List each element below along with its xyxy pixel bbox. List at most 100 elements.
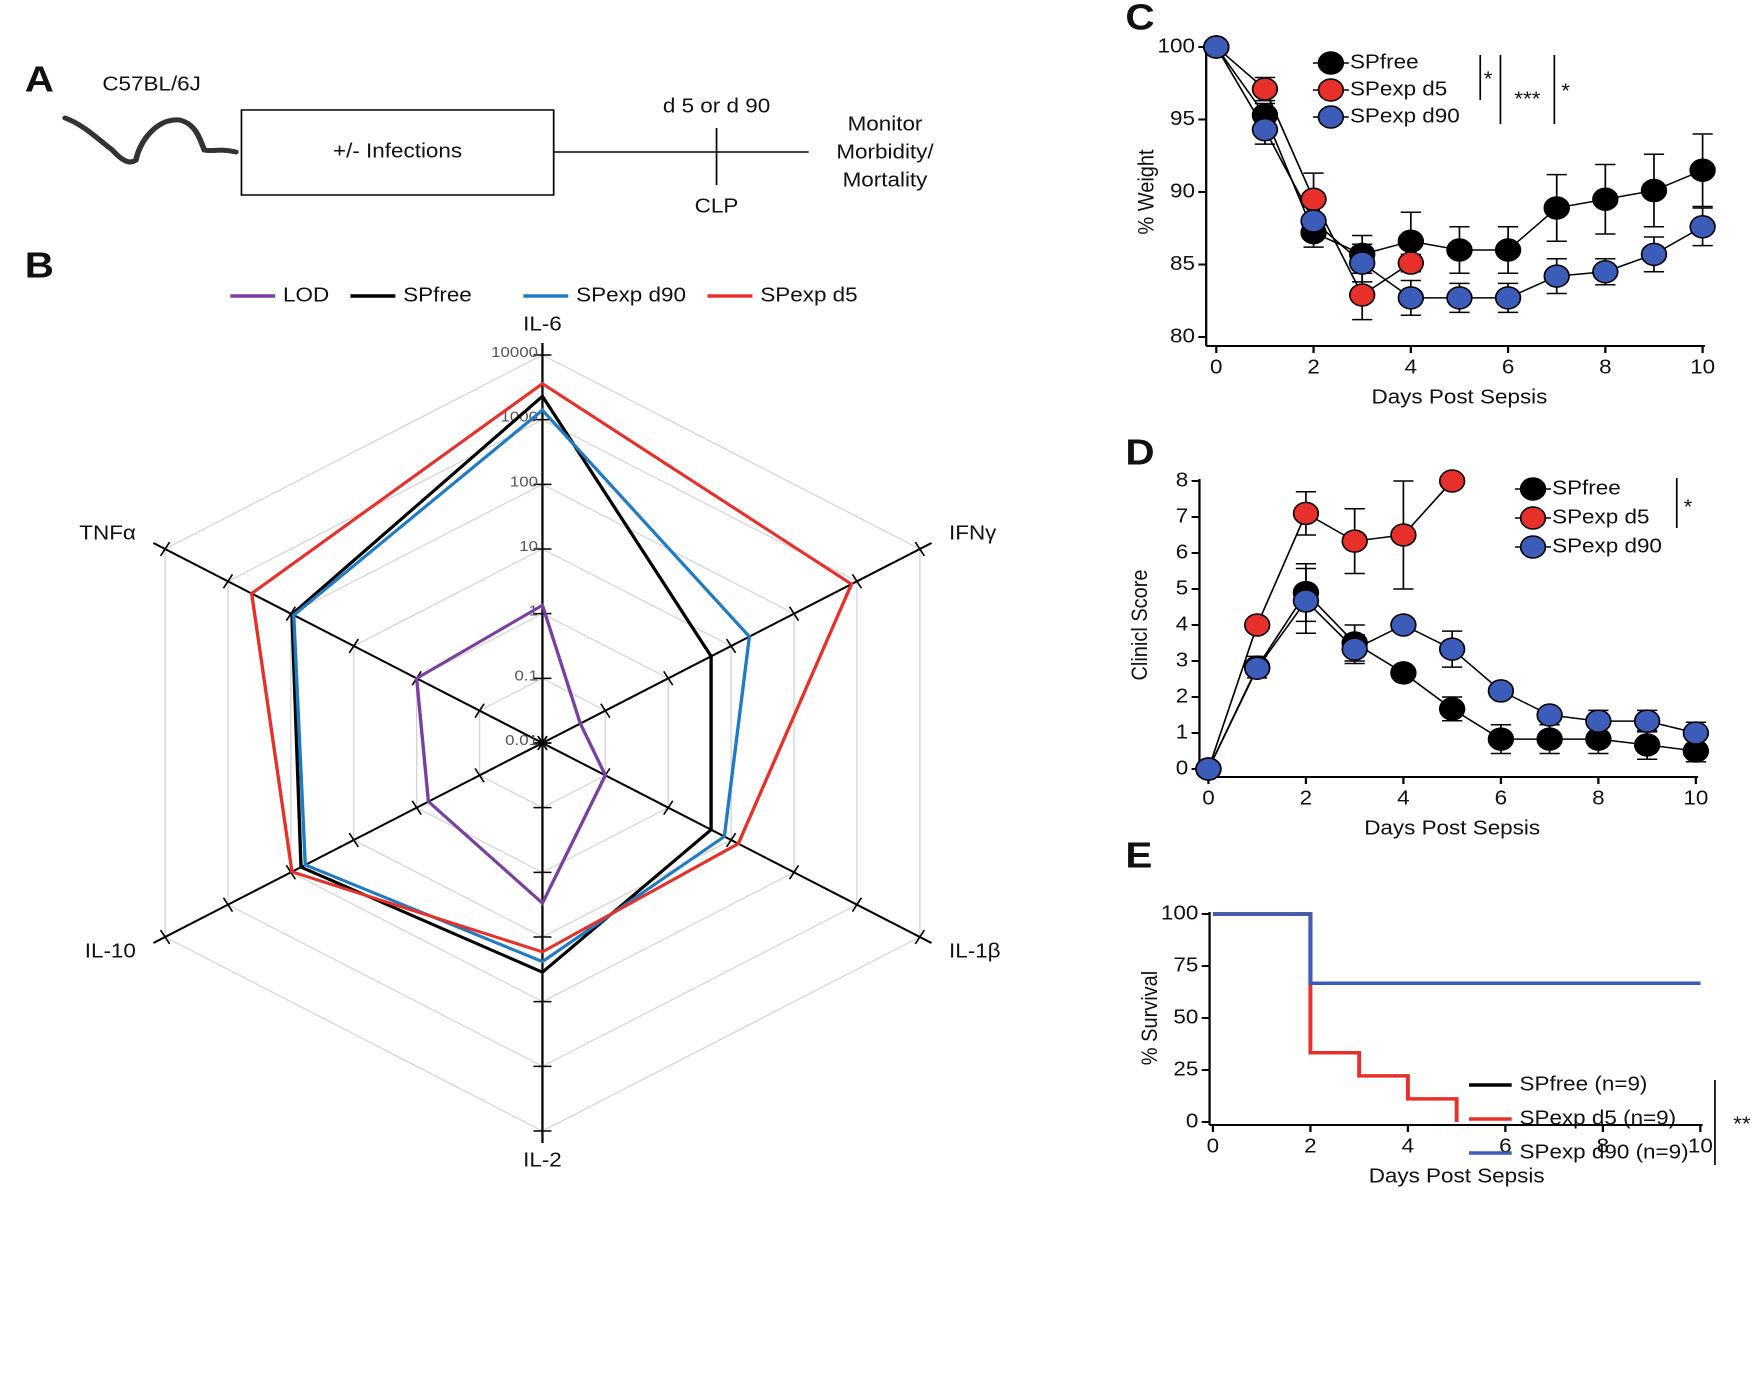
series-line [1215,46,1703,256]
x-tick-label: 8 [1599,355,1611,378]
x-axis-label: Days Post Sepsis [1369,1164,1545,1187]
x-tick-label: 4 [1402,1134,1415,1157]
legend-label: LOD [283,283,329,306]
x-tick-label: 4 [1405,355,1418,378]
series-line [1207,599,1697,770]
procedure-label: CLP [695,194,739,217]
y-tick-label: 10 [519,539,538,555]
marker [1633,733,1661,757]
box-label: +/- Infections [333,139,462,162]
marker [1689,215,1716,239]
marker [1203,35,1230,59]
y-tick-label: 100 [510,474,538,490]
legend-label: SPfree (n=9) [1520,1072,1648,1095]
x-tick-label: 6 [1502,355,1514,378]
tick-mark [474,768,485,783]
axis-category: IFNγ [949,521,997,544]
legend-label: SPexp d5 (n=9) [1520,1106,1677,1129]
marker [1397,286,1425,310]
outcome-label: Mortality [843,168,928,191]
y-tick-label: 75 [1173,953,1198,976]
y-tick-label: 100 [1158,34,1195,57]
y-tick-label: 5 [1176,576,1188,599]
x-tick-label: 10 [1690,355,1715,378]
legend-swatch [1317,51,1345,75]
y-axis-label: Clinicl Score [1127,569,1152,680]
significance-label: * [1561,79,1570,102]
marker [1300,209,1327,233]
marker [1487,727,1515,751]
x-tick-label: 0 [1207,1134,1219,1157]
tick-mark [348,832,359,848]
tick-mark [788,606,800,621]
survival-line [1212,912,1701,986]
x-tick-label: 2 [1300,786,1312,809]
significance-label: ** [1733,1112,1750,1135]
marker [1682,721,1710,745]
outcome-label: Monitor [848,112,923,135]
radar-axis [152,742,544,944]
marker [1390,661,1417,685]
marker [1543,196,1570,220]
radar-axis [541,542,933,744]
series-line [1207,591,1696,770]
tick-mark [663,800,674,815]
survival-line [1212,912,1459,1122]
y-axis-label: % Weight [1134,149,1159,234]
y-tick-label: 25 [1173,1057,1198,1080]
y-tick-label: 85 [1170,252,1195,275]
series-line [292,408,752,964]
radar-axis [152,542,544,744]
x-tick-label: 2 [1304,1134,1316,1157]
legend-label: SPexp d90 [576,283,686,306]
legend-swatch [1519,535,1547,559]
tick-mark [348,638,359,654]
survival-line [1212,912,1701,986]
legend-label: SPfree [1552,476,1621,499]
legend-label: SPexp d90 [1350,104,1460,127]
tick-mark [222,897,234,912]
tick-mark [600,703,611,718]
tick-mark [474,703,485,718]
tick-mark [159,541,171,557]
marker [1195,757,1222,781]
marker [1487,679,1515,703]
legend-swatch [1519,477,1547,501]
axis-category: IL-2 [523,1148,562,1171]
x-tick-label: 0 [1202,786,1214,809]
panel-label: C [1125,0,1154,38]
legend-label: SPexp d5 [1350,77,1447,100]
y-tick-label: 3 [1176,648,1188,671]
tick-mark [725,638,737,654]
tick-mark [222,574,234,589]
marker [1348,251,1376,275]
x-tick-label: 10 [1683,786,1708,809]
tick-mark [851,897,863,912]
x-tick-label: 0 [1210,355,1222,378]
y-tick-label: 0.1 [515,668,539,684]
legend-swatch [1317,105,1345,129]
marker [1640,242,1668,267]
axis-category: IL-1β [949,939,1001,962]
marker [1543,264,1570,288]
marker [1300,187,1327,211]
tick-mark [537,735,548,751]
legend-label: SPexp d5 [760,283,857,306]
x-axis-label: Days Post Sepsis [1372,385,1548,408]
y-tick-label: 6 [1176,540,1188,563]
x-tick-label: 4 [1397,786,1410,809]
marker [1397,229,1425,254]
legend-swatch [1317,78,1345,102]
y-tick-label: 0.01 [505,733,538,749]
outcome-label: Morbidity/ [836,140,933,163]
panel-label: E [1125,836,1152,876]
marker [1438,697,1466,721]
legend-label: SPfree [403,283,472,306]
tick-mark [725,832,737,848]
marker [1292,501,1320,526]
x-tick-label: 6 [1495,786,1507,809]
marker [1243,613,1271,637]
y-tick-label: 95 [1170,107,1195,130]
panel-label: A [25,60,54,100]
